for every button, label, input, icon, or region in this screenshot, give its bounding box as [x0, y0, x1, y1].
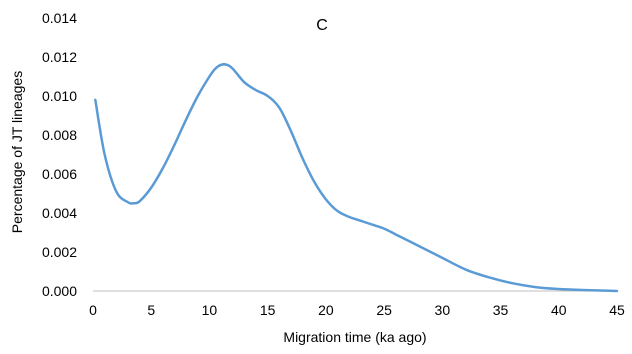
x-tick-label: 0: [89, 302, 97, 318]
y-axis-ticks: 0.000 0.002 0.004 0.006 0.008 0.010 0.012 0.014: [42, 10, 77, 299]
y-axis-title: Percentage of JT lineages: [9, 71, 25, 233]
x-tick-label: 5: [147, 302, 155, 318]
x-axis-title: Migration time (ka ago): [283, 329, 426, 345]
x-tick-label: 45: [609, 302, 625, 318]
y-tick-label: 0.010: [42, 88, 77, 104]
y-tick-label: 0.008: [42, 127, 77, 143]
x-tick-label: 10: [202, 302, 218, 318]
x-tick-label: 30: [435, 302, 451, 318]
chart-title: C: [316, 17, 328, 34]
x-axis-ticks: 0 5 10 15 20 25 30 35 40 45: [89, 302, 625, 318]
y-tick-label: 0.000: [42, 283, 77, 299]
x-tick-label: 25: [376, 302, 392, 318]
x-tick-label: 35: [493, 302, 509, 318]
y-axis-title-group: Percentage of JT lineages: [9, 71, 25, 233]
y-tick-label: 0.014: [42, 10, 77, 26]
y-tick-label: 0.002: [42, 244, 77, 260]
x-tick-label: 15: [260, 302, 276, 318]
series-line: [94, 63, 619, 293]
x-tick-label: 40: [551, 302, 567, 318]
y-tick-label: 0.012: [42, 49, 77, 65]
y-tick-label: 0.004: [42, 205, 77, 221]
y-tick-label: 0.006: [42, 166, 77, 182]
x-tick-label: 20: [318, 302, 334, 318]
